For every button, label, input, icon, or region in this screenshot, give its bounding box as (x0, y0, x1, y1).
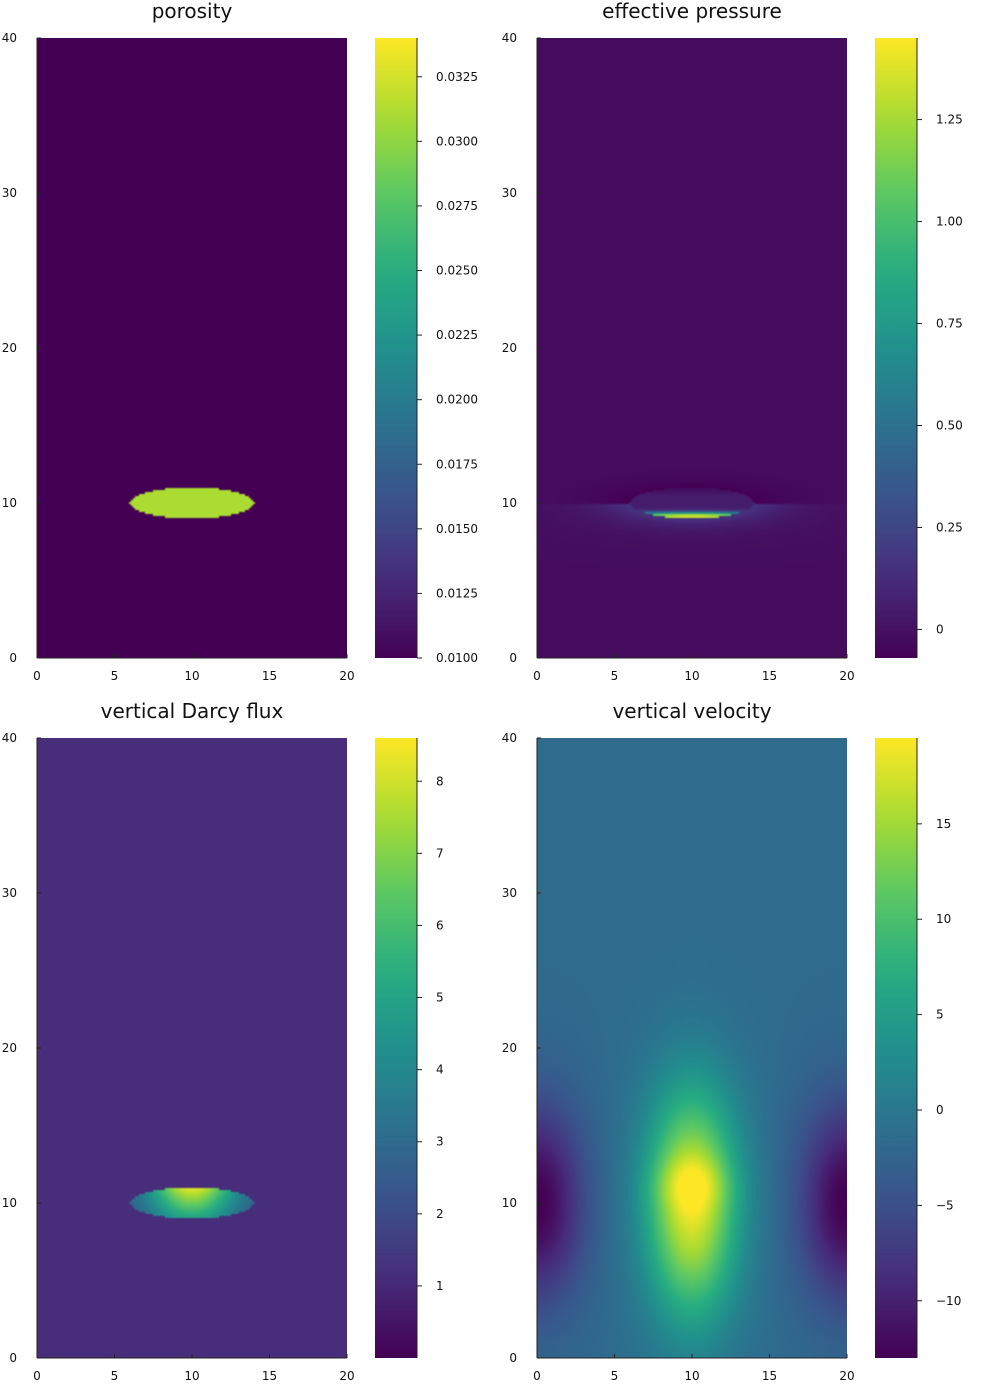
y-tick-label: 40 (502, 31, 517, 45)
chart-title: porosity (152, 0, 233, 23)
colorbar-tick-label: 0.0125 (436, 586, 478, 600)
colorbar-tick-label: 0.0175 (436, 457, 478, 471)
y-tick-label: 30 (2, 186, 17, 200)
x-tick-label: 15 (262, 1369, 277, 1383)
colorbar-tick-label: 0.0300 (436, 134, 478, 148)
colorbar-tick-label: 4 (436, 1063, 444, 1077)
heatmap-image (537, 738, 847, 1358)
y-tick-label: 0 (509, 1351, 517, 1365)
colorbar-tick-label: 7 (436, 846, 444, 860)
y-tick-label: 0 (9, 1351, 17, 1365)
x-tick-label: 20 (339, 1369, 354, 1383)
y-tick-label: 40 (2, 31, 17, 45)
colorbar-tick-label: 0.0150 (436, 522, 478, 536)
x-tick-label: 20 (839, 669, 854, 683)
colorbar-tick-label: 1 (436, 1279, 444, 1293)
x-tick-label: 10 (684, 669, 699, 683)
x-tick-label: 0 (533, 1369, 541, 1383)
x-tick-label: 5 (611, 1369, 619, 1383)
colorbar-gradient (375, 38, 417, 658)
colorbar-tick-label: 0.0325 (436, 70, 478, 84)
colorbar: 1 2 3 4 5 6 7 8 (375, 738, 444, 1358)
colorbar-tick-label: 0 (936, 622, 944, 636)
y-tick-label: 10 (502, 496, 517, 510)
colorbar-gradient (375, 738, 417, 1358)
y-tick-label: 30 (502, 886, 517, 900)
colorbar-tick-label: 10 (936, 912, 951, 926)
y-tick-label: 20 (502, 341, 517, 355)
y-tick-label: 40 (2, 731, 17, 745)
colorbar-tick-label: 0.0100 (436, 651, 478, 665)
y-tick-label: 10 (2, 1196, 17, 1210)
x-tick-label: 20 (339, 669, 354, 683)
y-tick-label: 20 (2, 341, 17, 355)
colorbar-tick-label: 1.00 (936, 215, 963, 229)
colorbar-tick-label: 0.0200 (436, 393, 478, 407)
x-tick-label: 15 (262, 669, 277, 683)
y-tick-label: 30 (2, 886, 17, 900)
colorbar-tick-label: −10 (936, 1294, 961, 1308)
colorbar-tick-label: 0.25 (936, 520, 963, 534)
colorbar: −10 −5 0 5 10 15 (875, 738, 961, 1358)
colorbar-tick-label: 3 (436, 1135, 444, 1149)
colorbar: 0.0100 0.0125 0.0150 0.0175 0.0200 0.0225 0.02… (375, 38, 478, 665)
x-tick-label: 15 (762, 669, 777, 683)
heatmap-panel-3: vertical Darcy flux 0 5 10 15 20 0 10 20 30 40 1 2 3 4… (2, 699, 444, 1383)
colorbar-tick-label: 0.75 (936, 317, 963, 331)
colorbar-tick-label: 5 (436, 991, 444, 1005)
x-tick-label: 0 (533, 669, 541, 683)
chart-title: effective pressure (602, 0, 782, 23)
colorbar-tick-label: 0.0275 (436, 199, 478, 213)
colorbar-tick-label: 2 (436, 1207, 444, 1221)
chart-title: vertical velocity (612, 699, 771, 723)
x-tick-label: 5 (111, 669, 119, 683)
y-tick-label: 20 (502, 1041, 517, 1055)
x-tick-label: 10 (684, 1369, 699, 1383)
heatmap-panel-2: effective pressure 0 5 10 15 20 0 10 20 30 40 0 0.25… (502, 0, 963, 683)
x-tick-label: 5 (611, 669, 619, 683)
colorbar-gradient (875, 738, 917, 1358)
x-tick-label: 0 (33, 669, 41, 683)
colorbar-tick-label: 0 (936, 1103, 944, 1117)
x-tick-label: 15 (762, 1369, 777, 1383)
chart-title: vertical Darcy flux (101, 699, 284, 723)
heatmap-image (537, 38, 847, 658)
y-tick-label: 10 (2, 496, 17, 510)
colorbar: 0 0.25 0.50 0.75 1.00 1.25 (875, 38, 963, 658)
colorbar-tick-label: 0.0225 (436, 328, 478, 342)
x-tick-label: 0 (33, 1369, 41, 1383)
x-tick-label: 10 (184, 669, 199, 683)
colorbar-tick-label: 15 (936, 817, 951, 831)
heatmap-panel-4: vertical velocity 0 5 10 15 20 0 10 20 30 40 −10 −5 0… (502, 699, 962, 1383)
y-tick-label: 20 (2, 1041, 17, 1055)
y-tick-label: 40 (502, 731, 517, 745)
y-tick-label: 0 (509, 651, 517, 665)
x-tick-label: 5 (111, 1369, 119, 1383)
colorbar-tick-label: 8 (436, 774, 444, 788)
colorbar-tick-label: −5 (936, 1198, 954, 1212)
colorbar-tick-label: 0.50 (936, 419, 963, 433)
y-tick-label: 0 (9, 651, 17, 665)
colorbar-gradient (875, 38, 917, 658)
y-tick-label: 30 (502, 186, 517, 200)
x-tick-label: 10 (184, 1369, 199, 1383)
heatmap-image (37, 738, 347, 1358)
y-tick-label: 10 (502, 1196, 517, 1210)
colorbar-tick-label: 5 (936, 1008, 944, 1022)
colorbar-tick-label: 6 (436, 918, 444, 932)
x-tick-label: 20 (839, 1369, 854, 1383)
colorbar-tick-label: 1.25 (936, 113, 963, 127)
heatmap-image (37, 38, 347, 658)
colorbar-tick-label: 0.0250 (436, 264, 478, 278)
